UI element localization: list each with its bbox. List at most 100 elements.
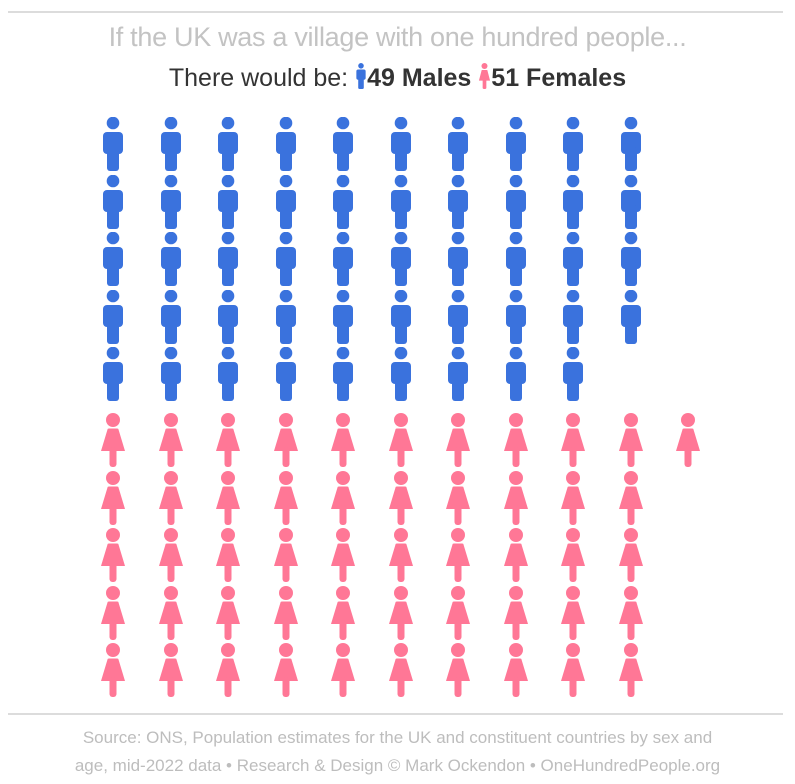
female-icon — [101, 470, 125, 527]
female-icon — [158, 413, 183, 469]
male-icon — [216, 289, 240, 346]
female-icon — [273, 585, 298, 642]
male-icon — [274, 231, 298, 288]
male-icon — [504, 174, 528, 231]
footer-line-1: Source: ONS, Population estimates for th… — [82, 728, 713, 747]
male-icon — [101, 289, 125, 346]
male-icon — [504, 289, 528, 346]
female-icon — [216, 528, 240, 584]
female-icon — [503, 413, 528, 469]
male-icon — [561, 347, 585, 403]
male-icon — [389, 347, 413, 403]
female-icon — [618, 470, 643, 527]
male-icon — [446, 174, 470, 231]
female-icon — [503, 585, 528, 642]
male-icon — [389, 116, 413, 173]
male-icon — [389, 174, 413, 231]
female-icon — [273, 643, 298, 699]
male-icon — [216, 116, 240, 173]
male-icon — [619, 289, 643, 346]
female-icon — [503, 643, 528, 699]
male-legend-icon — [356, 63, 366, 89]
female-icon — [216, 413, 240, 469]
male-icon — [274, 174, 298, 231]
female-icon — [561, 470, 585, 527]
male-icon — [331, 289, 355, 346]
male-icon — [331, 116, 355, 173]
chart-title: If the UK was a village with one hundred… — [108, 22, 687, 52]
female-icon — [676, 413, 700, 469]
female-icon — [446, 585, 470, 642]
male-icon — [504, 231, 528, 288]
female-icon — [158, 643, 183, 699]
male-icon — [216, 174, 240, 231]
male-icon — [101, 116, 125, 173]
female-icon — [216, 585, 240, 642]
subtitle-prefix: There would be: — [168, 64, 349, 92]
female-icon — [561, 528, 585, 584]
male-icon — [331, 174, 355, 231]
female-icon — [331, 528, 355, 584]
female-icon — [503, 528, 528, 584]
female-icon — [618, 585, 643, 642]
top-divider — [8, 11, 783, 13]
female-icon — [446, 528, 470, 584]
male-icon — [331, 347, 355, 403]
male-icon — [274, 347, 298, 403]
female-icon — [446, 470, 470, 527]
female-icon — [158, 470, 183, 527]
footer-line-2: age, mid-2022 data • Research & Design ©… — [74, 756, 721, 775]
female-icon — [331, 585, 355, 642]
male-icon — [159, 347, 183, 403]
male-icon — [446, 289, 470, 346]
female-icon — [101, 643, 125, 699]
female-icon — [388, 470, 413, 527]
female-legend-icon — [479, 63, 491, 89]
male-icon — [159, 289, 183, 346]
female-icon — [446, 413, 470, 469]
female-icon — [561, 643, 585, 699]
female-icon — [618, 413, 643, 469]
bottom-divider — [8, 713, 783, 715]
female-icon — [101, 528, 125, 584]
female-icon — [331, 413, 355, 469]
male-icon — [389, 289, 413, 346]
female-icon — [388, 413, 413, 469]
female-icon — [503, 470, 528, 527]
male-icon — [101, 347, 125, 403]
male-icon — [504, 116, 528, 173]
male-icon — [331, 231, 355, 288]
source-footer: Source: ONS, Population estimates for th… — [0, 724, 795, 780]
female-icon — [618, 643, 643, 699]
male-icon — [159, 231, 183, 288]
female-icon — [101, 585, 125, 642]
male-icon — [389, 231, 413, 288]
male-icon — [159, 116, 183, 173]
male-icon — [619, 174, 643, 231]
female-icon — [216, 470, 240, 527]
male-icon — [446, 231, 470, 288]
females-count-label: 51 Females — [491, 64, 627, 92]
female-icon — [158, 528, 183, 584]
female-icon — [273, 470, 298, 527]
male-icon — [446, 116, 470, 173]
male-icon — [274, 289, 298, 346]
female-icon — [388, 528, 413, 584]
male-icon — [561, 231, 585, 288]
female-icon — [446, 643, 470, 699]
male-icon — [561, 116, 585, 173]
female-icon — [388, 643, 413, 699]
male-icon — [504, 347, 528, 403]
female-icon — [331, 470, 355, 527]
male-icon — [159, 174, 183, 231]
female-icon — [158, 585, 183, 642]
female-icon — [618, 528, 643, 584]
male-icon — [216, 231, 240, 288]
male-icon — [216, 347, 240, 403]
chart-subtitle: There would be: 49 Males 51 Females — [0, 63, 795, 93]
male-icon — [561, 174, 585, 231]
male-icon — [101, 174, 125, 231]
male-icon — [561, 289, 585, 346]
male-icon — [101, 231, 125, 288]
